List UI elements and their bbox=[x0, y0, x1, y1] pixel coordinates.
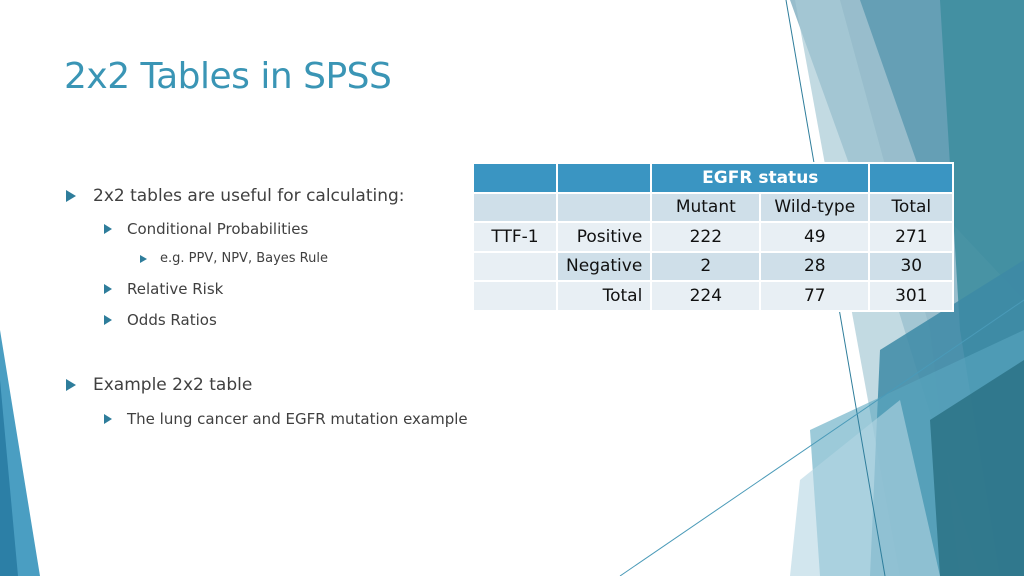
row-group-ttf1: TTF-1 bbox=[472, 221, 558, 253]
table-cell: 224 bbox=[650, 280, 762, 312]
bullet-text: Conditional Probabilities bbox=[127, 220, 309, 238]
table-column-header-row: Mutant Wild-type Total bbox=[472, 191, 955, 223]
page-title: 2x2 Tables in SPSS bbox=[64, 56, 392, 97]
triangle-bullet-icon bbox=[140, 254, 147, 263]
bullet-lung-cancer-example: The lung cancer and EGFR mutation exampl… bbox=[104, 410, 468, 428]
triangle-bullet-icon bbox=[104, 284, 112, 294]
bullet-tables-useful: 2x2 tables are useful for calculating: bbox=[66, 186, 405, 206]
bullet-odds-ratios: Odds Ratios bbox=[104, 311, 217, 329]
bullet-text: Relative Risk bbox=[127, 280, 224, 298]
table-cell: 301 bbox=[868, 280, 955, 312]
table-cell bbox=[555, 191, 653, 223]
table-cell: 49 bbox=[759, 221, 871, 253]
row-label-positive: Positive bbox=[555, 221, 653, 253]
triangle-bullet-icon bbox=[104, 224, 112, 234]
table-cell: 30 bbox=[868, 250, 955, 282]
table-cell bbox=[472, 250, 558, 282]
bullet-example-table: Example 2x2 table bbox=[66, 375, 252, 395]
bullet-text: The lung cancer and EGFR mutation exampl… bbox=[127, 410, 468, 428]
table-cell bbox=[472, 191, 558, 223]
triangle-bullet-icon bbox=[104, 414, 112, 424]
egfr-table: EGFR status Mutant Wild-type Total TTF-1… bbox=[472, 162, 955, 312]
bullet-text: e.g. PPV, NPV, Bayes Rule bbox=[160, 251, 328, 266]
table-cell: 28 bbox=[759, 250, 871, 282]
bullet-ppv-npv: e.g. PPV, NPV, Bayes Rule bbox=[140, 251, 328, 266]
table-cell: 222 bbox=[650, 221, 762, 253]
bullet-text: Example 2x2 table bbox=[93, 375, 253, 395]
table-header-row: EGFR status bbox=[472, 162, 955, 194]
table-cell bbox=[472, 162, 558, 194]
triangle-bullet-icon bbox=[104, 315, 112, 325]
table-cell: 271 bbox=[868, 221, 955, 253]
table-cell: 2 bbox=[650, 250, 762, 282]
table-cell bbox=[868, 162, 955, 194]
triangle-bullet-icon bbox=[66, 190, 76, 202]
egfr-status-header: EGFR status bbox=[650, 162, 871, 194]
triangle-bullet-icon bbox=[66, 379, 76, 391]
bullet-relative-risk: Relative Risk bbox=[104, 280, 223, 298]
table-cell bbox=[472, 280, 558, 312]
table-row: Total 224 77 301 bbox=[472, 280, 955, 312]
table-row: Negative 2 28 30 bbox=[472, 250, 955, 282]
bullet-text: 2x2 tables are useful for calculating: bbox=[93, 186, 405, 206]
table-cell bbox=[555, 162, 653, 194]
column-header-total: Total bbox=[868, 191, 955, 223]
column-header-mutant: Mutant bbox=[650, 191, 762, 223]
row-label-negative: Negative bbox=[555, 250, 653, 282]
table-row: TTF-1 Positive 222 49 271 bbox=[472, 221, 955, 253]
bullet-text: Odds Ratios bbox=[127, 311, 217, 329]
row-label-total: Total bbox=[555, 280, 653, 312]
table-cell: 77 bbox=[759, 280, 871, 312]
bullet-conditional-probabilities: Conditional Probabilities bbox=[104, 220, 308, 238]
column-header-wild-type: Wild-type bbox=[759, 191, 871, 223]
